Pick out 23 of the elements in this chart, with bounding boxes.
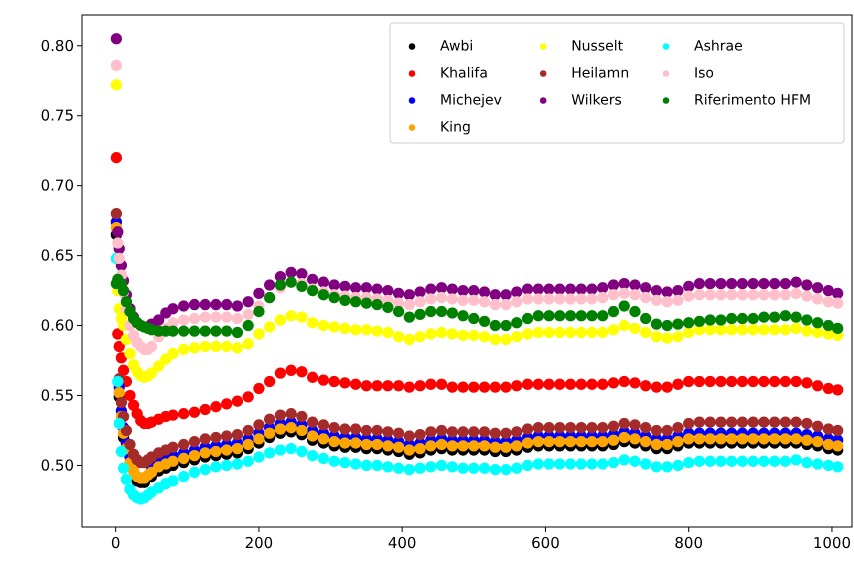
y-tick-label: 0.70 [40,176,74,195]
legend-label: Wilkers [571,92,622,108]
x-tick-label: 800 [674,534,704,552]
x-tick-label: 600 [531,534,560,552]
legend-label: Riferimento HFM [694,92,812,108]
y-tick-label: 0.75 [40,106,74,125]
legend-label: Nusselt [571,38,624,54]
legend-label: Heilamn [571,66,630,82]
x-tick-label: 1000 [812,534,852,552]
legend-label: Michejev [440,92,502,108]
y-tick-label: 0.60 [40,316,74,335]
x-tick-label: 400 [388,534,416,552]
y-tick-label: 0.55 [40,386,74,405]
y-tick-label: 0.80 [40,36,74,55]
legend-label: Khalifa [440,66,488,82]
y-tick-label: 0.50 [40,456,74,474]
legend-label: Awbi [440,38,474,54]
x-tick-label: 200 [244,534,274,552]
legend-label: Ashrae [694,38,743,54]
x-tick-label: 0 [110,534,120,552]
legend-label: King [440,120,471,136]
y-tick-label: 0.65 [40,246,74,265]
legend-label: Iso [694,66,714,82]
